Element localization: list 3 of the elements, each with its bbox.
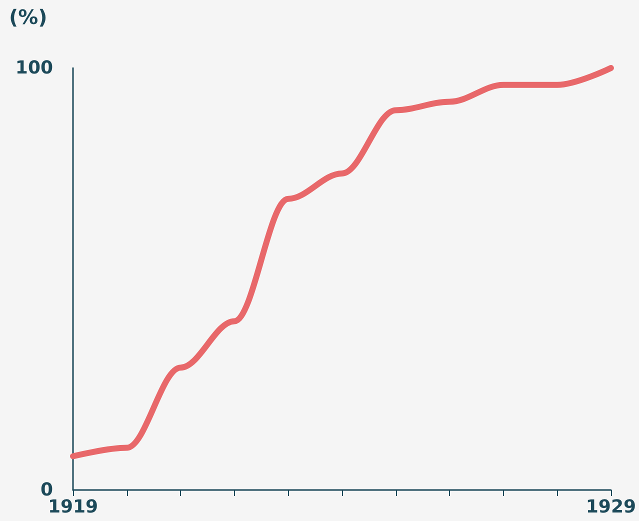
y-axis-title: (%) — [9, 5, 48, 29]
x-tick-label: 1929 — [586, 496, 636, 518]
y-tick-label: 100 — [15, 58, 53, 78]
